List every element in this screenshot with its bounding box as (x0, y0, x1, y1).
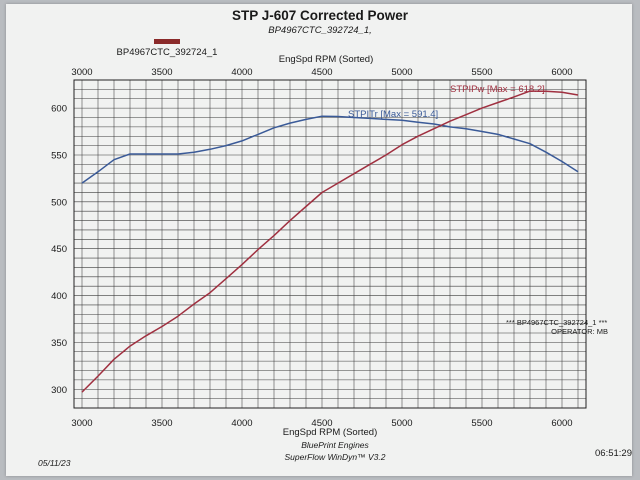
x-tick-label-bottom: 3500 (151, 418, 172, 429)
software-name: SuperFlow WinDyn™ V3.2 (284, 452, 385, 462)
y-tick-label: 350 (51, 338, 67, 349)
print-date: 05/11/23 (38, 458, 71, 468)
series (81, 90, 579, 393)
x-tick-label-bottom: 3000 (71, 418, 92, 429)
x-tick-label-bottom: 4000 (231, 418, 252, 429)
operator-annotation: OPERATOR: MB (551, 327, 608, 336)
plot-frame (73, 79, 587, 409)
tick-labels: 3000 3000 3500 3500 4000 4000 4500 4500 5000 5000… (51, 67, 572, 429)
series-line-stpipw (81, 90, 579, 393)
legend-swatch (154, 39, 180, 44)
grid (74, 80, 586, 408)
x-tick-label-top: 4000 (231, 67, 252, 78)
x-tick-label-top: 3000 (71, 67, 92, 78)
y-tick-label: 500 (51, 197, 67, 208)
x-tick-label-bottom: 5000 (391, 418, 412, 429)
x-tick-label-top: 5500 (471, 67, 492, 78)
series-line-stpitr (81, 115, 579, 184)
y-tick-label: 450 (51, 244, 67, 255)
x-tick-label-top: 3500 (151, 67, 172, 78)
x-axis-label-bottom: EngSpd RPM (Sorted) (283, 427, 378, 438)
x-tick-label-top: 4500 (311, 67, 332, 78)
x-tick-label-bottom: 5500 (471, 418, 492, 429)
company-name: BluePrint Engines (301, 440, 369, 450)
x-axis-label-top: EngSpd RPM (Sorted) (279, 54, 374, 65)
x-tick-label-bottom: 4500 (311, 418, 332, 429)
y-tick-label: 300 (51, 385, 67, 396)
y-tick-label: 550 (51, 150, 67, 161)
legend-label: BP4967CTC_392724_1 (117, 47, 218, 58)
chart-title: STP J-607 Corrected Power (232, 8, 409, 23)
x-tick-label-top: 5000 (391, 67, 412, 78)
run-id-annotation: *** BP4967CTC_392724_1 *** (506, 318, 607, 327)
x-tick-label-top: 6000 (551, 67, 572, 78)
printout-page (6, 4, 632, 476)
print-time: 06:51:29 (595, 448, 632, 459)
y-tick-label: 600 (51, 104, 67, 115)
torque-annotation: STPITr [Max = 591.4] (348, 109, 438, 120)
x-tick-label-bottom: 6000 (551, 418, 572, 429)
y-tick-label: 400 (51, 291, 67, 302)
power-annotation: STPIPw [Max = 618.2] (450, 84, 545, 95)
chart-subtitle: BP4967CTC_392724_1, (268, 25, 372, 36)
